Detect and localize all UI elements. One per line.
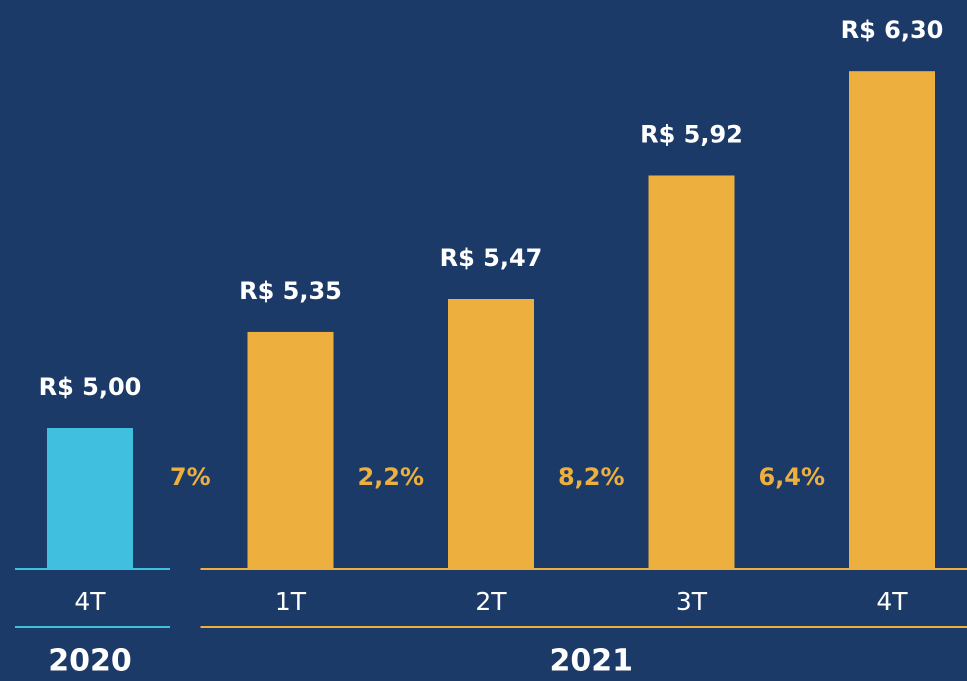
growth-label: 8,2%	[558, 463, 625, 491]
x-tick-label: 4T	[876, 587, 908, 616]
bar	[247, 331, 334, 568]
value-label: R$ 5,92	[640, 120, 743, 148]
growth-label: 6,4%	[758, 463, 825, 491]
group-label: 2021	[550, 644, 634, 679]
bar	[448, 299, 534, 568]
x-tick-label: 2T	[475, 587, 507, 616]
bar	[849, 71, 935, 569]
value-label: R$ 6,30	[841, 16, 944, 44]
group-label: 2020	[48, 644, 132, 679]
bar	[47, 428, 133, 568]
value-label: R$ 5,35	[239, 277, 342, 305]
growth-label: 7%	[170, 463, 211, 491]
bar	[648, 175, 735, 568]
x-tick-label: 3T	[676, 587, 708, 616]
x-tick-label: 4T	[74, 587, 106, 616]
growth-label: 2,2%	[357, 463, 424, 491]
value-label: R$ 5,00	[39, 373, 142, 401]
value-label: R$ 5,47	[440, 244, 543, 272]
x-tick-label: 1T	[275, 587, 307, 616]
